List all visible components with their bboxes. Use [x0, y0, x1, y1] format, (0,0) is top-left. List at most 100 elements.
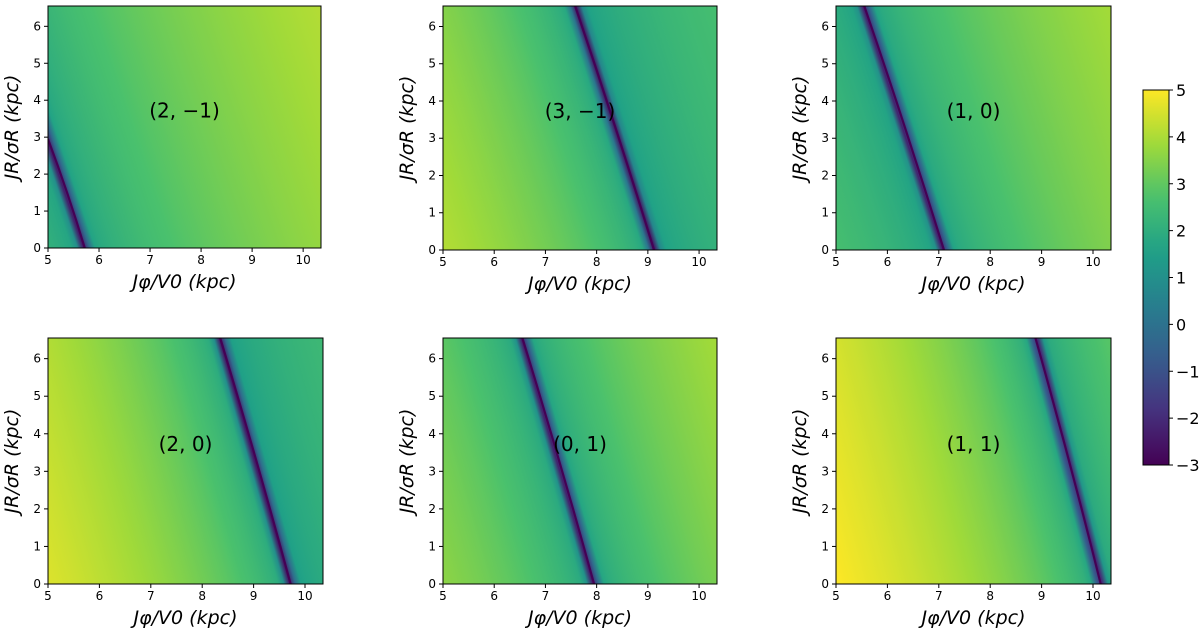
x-tick-label: 10 [691, 255, 706, 269]
subplot-6: 5 6 7 8 9 10 0 1 2 3 4 5 6 Jφ/V0 (kpc) JR/σR (kpc) (1, … [789, 337, 1112, 629]
colorbar-tick-label: 4 [1176, 128, 1186, 147]
y-tick-label: 5 [821, 389, 829, 403]
heatmap-field [443, 338, 717, 584]
axes-frame [442, 337, 718, 585]
x-tick-label: 7 [935, 255, 943, 269]
x-tick-label: 8 [593, 589, 601, 603]
resonance-line [521, 338, 596, 584]
colorbar-tick-label: 1 [1176, 269, 1186, 288]
y-tick-label: 6 [33, 352, 41, 366]
x-tick-label: 9 [248, 253, 256, 267]
y-axis-label: JR/σR (kpc) [1, 75, 23, 184]
colorbar-tick-label: −1 [1176, 362, 1200, 381]
y-tick-label: 6 [821, 19, 829, 33]
y-tick-label: 5 [428, 389, 436, 403]
y-tick-label: 0 [33, 577, 41, 591]
resonance-line [219, 338, 292, 584]
x-tick-label: 6 [490, 255, 498, 269]
heatmap-field [836, 6, 1111, 250]
x-tick-label: 8 [197, 253, 205, 267]
x-tick-label: 9 [644, 589, 652, 603]
colorbar-scale [1142, 89, 1170, 466]
x-tick-label: 5 [832, 255, 840, 269]
x-tick-label: 9 [1038, 255, 1046, 269]
x-tick-label: 9 [1038, 589, 1046, 603]
colorbar-tick-label: 3 [1176, 175, 1186, 194]
y-tick-label: 1 [428, 206, 436, 220]
y-tick-label: 1 [33, 539, 41, 553]
y-tick-label: 3 [33, 130, 41, 144]
x-axis-label: Jφ/V0 (kpc) [918, 273, 1026, 295]
panel-label: (1, 0) [947, 99, 1001, 123]
x-tick-label: 5 [439, 255, 447, 269]
y-tick-label: 4 [428, 94, 436, 108]
panel-label: (1, 1) [947, 432, 1001, 456]
y-tick-label: 4 [33, 93, 41, 107]
y-tick-label: 4 [428, 427, 436, 441]
y-axis-label: JR/σR (kpc) [789, 76, 811, 185]
x-tick-label: 6 [884, 589, 892, 603]
x-tick-label: 8 [593, 255, 601, 269]
y-tick-label: 4 [821, 427, 829, 441]
panel-label: (3, −1) [545, 99, 616, 123]
panel-label: (2, −1) [149, 98, 220, 122]
y-tick-label: 3 [33, 464, 41, 478]
colorbar-tick-label: 5 [1176, 81, 1186, 100]
y-tick-label: 5 [33, 56, 41, 70]
x-tick-label: 7 [542, 589, 550, 603]
x-axis-label: Jφ/V0 (kpc) [130, 607, 238, 629]
x-tick-label: 10 [295, 253, 310, 267]
x-tick-label: 7 [147, 589, 155, 603]
axes-frame [47, 337, 324, 585]
colorbar-tick-label: −2 [1176, 409, 1200, 428]
resonance-line [1034, 338, 1102, 584]
resonance-line [863, 6, 945, 250]
x-axis-label: Jφ/V0 (kpc) [524, 273, 632, 295]
y-tick-label: 5 [821, 57, 829, 71]
y-axis-label: JR/σR (kpc) [396, 76, 418, 185]
x-tick-label: 5 [44, 589, 52, 603]
x-tick-label: 5 [832, 589, 840, 603]
y-tick-label: 1 [428, 539, 436, 553]
colorbar-tick-label: 0 [1176, 315, 1186, 334]
y-tick-label: 1 [821, 206, 829, 220]
y-tick-label: 6 [428, 19, 436, 33]
panel-label: (0, 1) [553, 432, 607, 456]
x-tick-label: 7 [935, 589, 943, 603]
colorbar: −3 −2 −1 0 1 2 3 4 5 [1142, 81, 1200, 475]
x-axis-label: Jφ/V0 (kpc) [918, 607, 1026, 629]
y-tick-label: 2 [428, 502, 436, 516]
x-tick-label: 6 [96, 589, 104, 603]
y-tick-label: 2 [428, 168, 436, 182]
x-tick-label: 5 [439, 589, 447, 603]
y-tick-label: 1 [821, 539, 829, 553]
y-tick-label: 6 [821, 352, 829, 366]
axes-frame [835, 5, 1112, 251]
x-tick-label: 9 [250, 589, 258, 603]
y-tick-label: 3 [821, 464, 829, 478]
y-tick-label: 4 [33, 427, 41, 441]
y-tick-label: 0 [821, 243, 829, 257]
x-tick-label: 8 [986, 255, 994, 269]
panel-label: (2, 0) [159, 432, 213, 456]
x-tick-label: 10 [691, 589, 706, 603]
x-tick-label: 5 [44, 253, 52, 267]
x-tick-label: 8 [986, 589, 994, 603]
y-tick-label: 2 [33, 167, 41, 181]
heatmap-field [443, 6, 717, 250]
x-tick-label: 8 [198, 589, 206, 603]
y-tick-label: 4 [821, 94, 829, 108]
subplot-4: 5 6 7 8 9 10 0 1 2 3 4 5 6 Jφ/V0 (kpc) JR/σR (kpc) (2, … [1, 337, 324, 629]
x-tick-label: 10 [297, 589, 312, 603]
y-tick-label: 3 [821, 131, 829, 145]
x-tick-label: 9 [644, 255, 652, 269]
x-tick-label: 10 [1085, 255, 1100, 269]
heatmap-field [48, 338, 323, 584]
y-tick-label: 0 [821, 577, 829, 591]
subplot-2: 5 6 7 8 9 10 0 1 2 3 4 5 6 Jφ/V0 (kpc) JR/σR (kpc) (3, … [396, 5, 718, 295]
x-axis-label: Jφ/V0 (kpc) [129, 271, 237, 293]
y-tick-label: 6 [33, 19, 41, 33]
y-tick-label: 0 [428, 243, 436, 257]
